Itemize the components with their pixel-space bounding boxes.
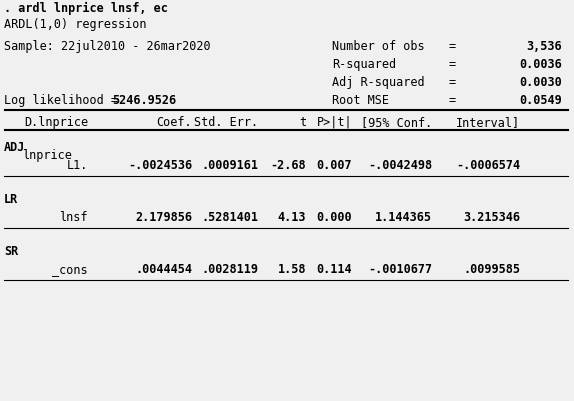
Text: L1.: L1.	[67, 159, 88, 172]
Text: 1.58: 1.58	[277, 262, 306, 275]
Text: 3,536: 3,536	[526, 40, 562, 53]
Text: ARDL(1,0) regression: ARDL(1,0) regression	[4, 18, 146, 31]
Text: 0.000: 0.000	[316, 211, 352, 223]
Text: lnprice: lnprice	[22, 149, 72, 162]
Text: Std. Err.: Std. Err.	[194, 116, 258, 129]
Text: 5246.9526: 5246.9526	[112, 94, 176, 107]
Text: 0.0030: 0.0030	[519, 76, 562, 89]
Text: D.lnprice: D.lnprice	[24, 116, 88, 129]
Text: -.0042498: -.0042498	[368, 159, 432, 172]
Text: .0044454: .0044454	[135, 262, 192, 275]
Text: .5281401: .5281401	[201, 211, 258, 223]
Text: 0.0036: 0.0036	[519, 58, 562, 71]
Text: 2.179856: 2.179856	[135, 211, 192, 223]
Text: -.0024536: -.0024536	[128, 159, 192, 172]
Text: =: =	[448, 58, 456, 71]
Text: -.0010677: -.0010677	[368, 262, 432, 275]
Text: 1.144365: 1.144365	[375, 211, 432, 223]
Text: SR: SR	[4, 244, 18, 257]
Text: 0.114: 0.114	[316, 262, 352, 275]
Text: Number of obs: Number of obs	[332, 40, 425, 53]
Text: Interval]: Interval]	[456, 116, 520, 129]
Text: R-squared: R-squared	[332, 58, 396, 71]
Text: Sample: 22jul2010 - 26mar2020: Sample: 22jul2010 - 26mar2020	[4, 40, 211, 53]
Text: =: =	[448, 94, 456, 107]
Text: -2.68: -2.68	[270, 159, 306, 172]
Text: 0.007: 0.007	[316, 159, 352, 172]
Text: Log likelihood =: Log likelihood =	[4, 94, 118, 107]
Text: . ardl lnprice lnsf, ec: . ardl lnprice lnsf, ec	[4, 2, 168, 15]
Text: 3.215346: 3.215346	[463, 211, 520, 223]
Text: lnsf: lnsf	[60, 211, 88, 223]
Text: .0028119: .0028119	[201, 262, 258, 275]
Text: .0099585: .0099585	[463, 262, 520, 275]
Text: =: =	[448, 40, 456, 53]
Text: =: =	[448, 76, 456, 89]
Text: .0009161: .0009161	[201, 159, 258, 172]
Text: t: t	[299, 116, 306, 129]
Text: [95% Conf.: [95% Conf.	[360, 116, 432, 129]
Text: LR: LR	[4, 192, 18, 205]
Text: Root MSE: Root MSE	[332, 94, 389, 107]
Text: P>|t|: P>|t|	[316, 116, 352, 129]
Text: Adj R-squared: Adj R-squared	[332, 76, 425, 89]
Text: Coef.: Coef.	[156, 116, 192, 129]
Text: 4.13: 4.13	[277, 211, 306, 223]
Text: -.0006574: -.0006574	[456, 159, 520, 172]
Text: 0.0549: 0.0549	[519, 94, 562, 107]
Text: _cons: _cons	[52, 262, 88, 275]
Text: ADJ: ADJ	[4, 141, 25, 154]
